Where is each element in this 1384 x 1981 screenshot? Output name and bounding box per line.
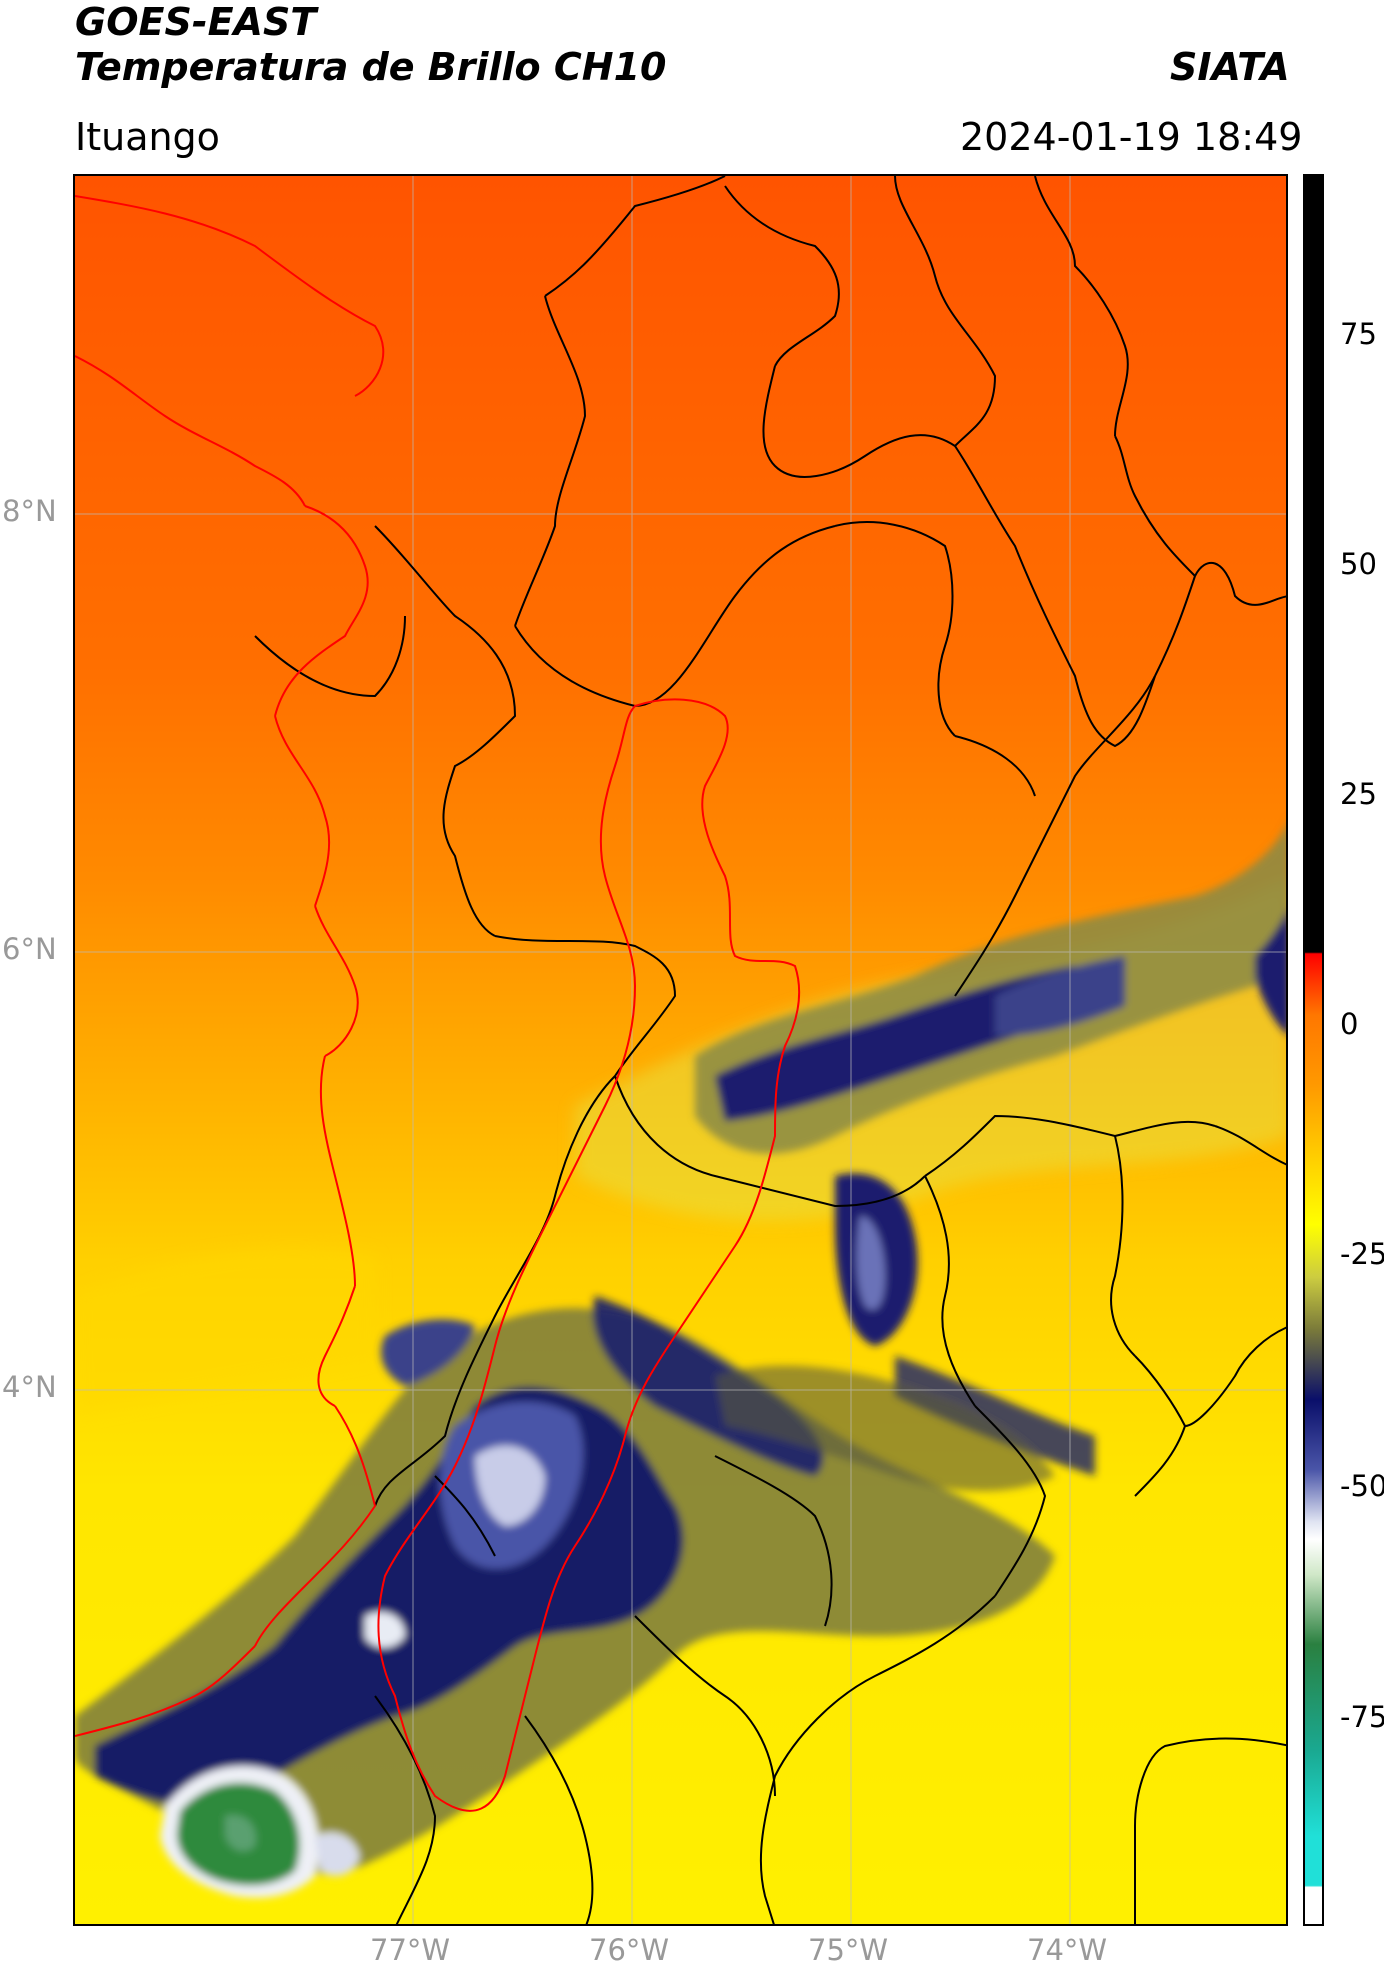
temperature-colorbar bbox=[1303, 174, 1324, 1926]
cloud-systems bbox=[75, 826, 1286, 1898]
colorbar-label-50: 50 bbox=[1340, 547, 1377, 581]
lon-label-76w: 76°W bbox=[589, 1933, 670, 1967]
basin-outline bbox=[75, 195, 801, 1812]
admin-borders bbox=[254, 176, 1286, 1924]
datetime-label: 2024-01-19 18:49 bbox=[960, 115, 1303, 159]
colorbar-label-25: 25 bbox=[1340, 777, 1377, 811]
colorbar-label-neg75: -75 bbox=[1340, 1700, 1384, 1734]
lon-label-75w: 75°W bbox=[808, 1933, 889, 1967]
region-label: Ituango bbox=[75, 115, 220, 159]
colorbar-label-neg50: -50 bbox=[1340, 1469, 1384, 1503]
org-label: SIATA bbox=[1170, 45, 1290, 89]
lat-label-6n: 6°N bbox=[2, 932, 57, 966]
satellite-title: GOES-EAST bbox=[75, 0, 317, 44]
colorbar-label-neg25: -25 bbox=[1340, 1237, 1384, 1271]
lat-label-8n: 8°N bbox=[2, 494, 57, 528]
product-title: Temperatura de Brillo CH10 bbox=[75, 45, 667, 89]
graticule bbox=[75, 176, 1286, 1924]
lat-label-4n: 4°N bbox=[2, 1370, 57, 1404]
lon-label-77w: 77°W bbox=[370, 1933, 451, 1967]
colorbar-label-75: 75 bbox=[1340, 317, 1377, 351]
colorbar-label-0: 0 bbox=[1340, 1007, 1359, 1041]
lon-label-74w: 74°W bbox=[1027, 1933, 1108, 1967]
brightness-temperature-map bbox=[73, 174, 1288, 1926]
